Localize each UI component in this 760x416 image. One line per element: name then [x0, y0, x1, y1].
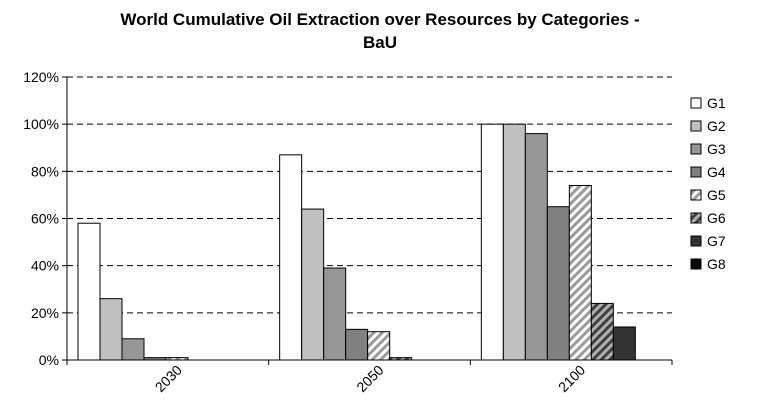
- legend-swatch-g1: [690, 97, 702, 109]
- legend-label-g2: G2: [707, 118, 726, 134]
- legend-swatch-g3: [690, 143, 702, 155]
- legend-swatch-g7: [690, 235, 702, 247]
- bar-g1-2100: [480, 123, 504, 361]
- x-tick-label: 2050: [353, 362, 386, 395]
- bar-g3-2050: [323, 267, 347, 361]
- bar-g2-2100: [502, 123, 526, 361]
- legend-label-g6: G6: [707, 210, 726, 226]
- chart-title-line-2: BaU: [363, 33, 397, 52]
- legend-swatch-g2: [690, 120, 702, 132]
- bar-g4-2100: [546, 206, 570, 361]
- bars: [77, 123, 636, 361]
- legend-swatch-g5: [690, 189, 702, 201]
- bar-g6-2100: [590, 302, 614, 361]
- y-tick-label: 120%: [23, 69, 59, 85]
- legend-swatch-g6: [690, 212, 702, 224]
- bar-g5-2100: [568, 184, 592, 361]
- legend-swatch-g4: [690, 166, 702, 178]
- bar-g1-2030: [77, 222, 101, 361]
- y-tick-label: 40%: [31, 258, 59, 274]
- y-tick-label: 20%: [31, 305, 59, 321]
- x-axis-ticks: 2030 2050 2100: [152, 362, 589, 395]
- chart-title-line-1: World Cumulative Oil Extraction over Res…: [120, 10, 639, 29]
- legend-label-g5: G5: [707, 187, 726, 203]
- bar-g5-2050: [367, 331, 391, 361]
- bar-g3-2030: [121, 338, 145, 361]
- axes: [62, 76, 673, 365]
- legend-swatch-g8: [690, 258, 702, 270]
- legend: G1 G2 G3 G4 G5 G6 G7 G8: [690, 95, 726, 272]
- y-tick-label: 60%: [31, 211, 59, 227]
- y-tick-label: 80%: [31, 163, 59, 179]
- x-tick-label: 2100: [555, 362, 588, 395]
- x-tick-label: 2030: [152, 362, 185, 395]
- bar-g1-2050: [279, 154, 303, 361]
- legend-label-g3: G3: [707, 141, 726, 157]
- legend-label-g8: G8: [707, 256, 726, 272]
- legend-label-g7: G7: [707, 233, 726, 249]
- bar-g2-2030: [99, 298, 123, 361]
- y-tick-label: 0%: [39, 352, 59, 368]
- bar-g3-2100: [524, 133, 548, 361]
- bar-g2-2050: [301, 208, 325, 361]
- bar-g4-2050: [345, 328, 369, 361]
- y-tick-label: 100%: [23, 116, 59, 132]
- legend-label-g4: G4: [707, 164, 726, 180]
- legend-label-g1: G1: [707, 95, 726, 111]
- y-axis-ticks: 0% 20% 40% 60% 80% 100% 120%: [23, 69, 59, 368]
- bar-g7-2100: [612, 326, 636, 361]
